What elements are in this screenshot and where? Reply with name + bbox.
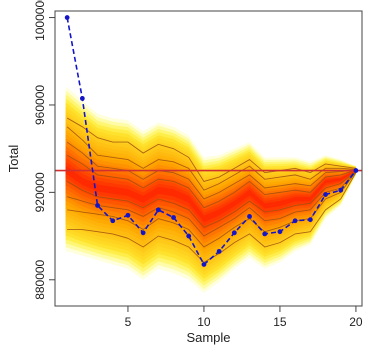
- series-point: [110, 218, 116, 224]
- fan-quantile-line: [66, 170, 357, 228]
- series-point: [95, 203, 100, 208]
- series-point: [140, 230, 146, 236]
- series-point: [277, 229, 283, 235]
- series-point: [338, 187, 344, 193]
- y-tick-label: 880000: [33, 259, 47, 299]
- series-point: [201, 262, 207, 267]
- y-tick-label: 1000000: [33, 0, 47, 41]
- y-axis-title: Total: [6, 145, 21, 173]
- fan-quantile-line: [66, 141, 356, 200]
- x-tick-label: 20: [349, 315, 363, 329]
- series-point: [216, 248, 222, 254]
- x-tick-label: 5: [125, 315, 132, 329]
- fan-band: [65, 146, 356, 240]
- fan-quantile-line: [67, 171, 357, 248]
- fan-band: [65, 166, 356, 223]
- series-point: [125, 212, 131, 218]
- fan-quantile-line: [66, 117, 356, 182]
- series-point: [353, 168, 359, 173]
- fan-band: [65, 154, 356, 233]
- series-point: [247, 214, 252, 219]
- series-point: [292, 218, 298, 224]
- x-axis: 5 10 15 20: [125, 306, 363, 329]
- y-tick-label: 920000: [33, 172, 47, 212]
- series-point: [262, 231, 268, 237]
- plot-frame: [54, 10, 363, 307]
- x-axis-title: Sample: [186, 330, 230, 345]
- series-line: [66, 17, 357, 266]
- series-point: [231, 230, 237, 236]
- fan-quantile-line: [67, 170, 357, 237]
- y-axis: 880000 920000 960000 1000000: [33, 0, 55, 300]
- series-point: [64, 15, 70, 20]
- series-point: [323, 192, 328, 197]
- series-point: [155, 207, 161, 213]
- series-point: [307, 217, 313, 223]
- y-tick-label: 960000: [33, 85, 47, 125]
- series-layer: [64, 15, 359, 267]
- x-tick-label: 15: [273, 315, 287, 329]
- x-tick-label: 10: [197, 315, 211, 329]
- series-point: [186, 233, 192, 239]
- fan-quantile-line: [66, 126, 356, 191]
- fan-quantile-line: [66, 154, 357, 209]
- series-point: [79, 96, 85, 101]
- series-point: [171, 215, 176, 220]
- fan-band: [65, 150, 356, 237]
